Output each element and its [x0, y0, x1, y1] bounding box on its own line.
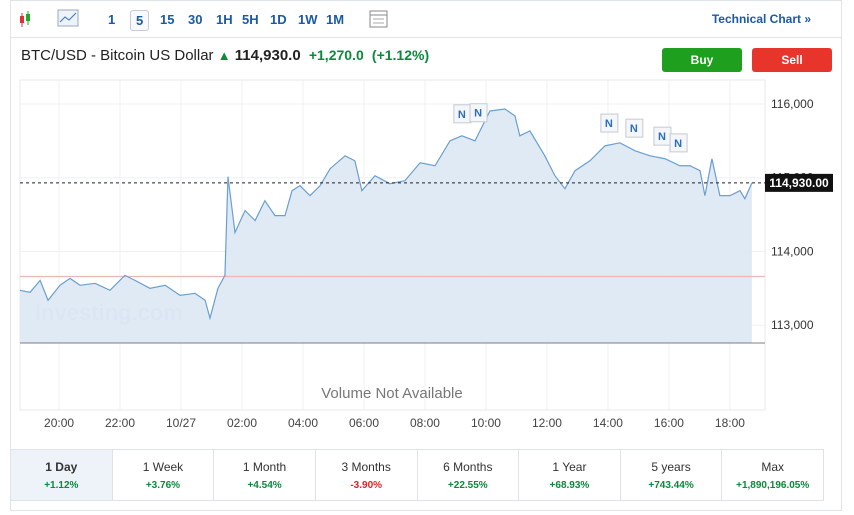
period-change: +4.54%: [247, 480, 282, 491]
toolbar: 1 5 15 30 1H 5H 1D 1W 1M Technical Chart »: [11, 1, 841, 38]
chart-type-icons[interactable]: [17, 1, 57, 37]
period-change: +1.12%: [44, 480, 79, 491]
up-arrow: ▲: [217, 48, 231, 63]
period-label: 6 Months: [443, 460, 493, 474]
performance-cell[interactable]: 1 Week +3.76%: [113, 450, 215, 500]
change-pct: (+1.12%): [371, 47, 430, 63]
performance-cell[interactable]: Max +1,890,196.05%: [722, 450, 823, 500]
news-marker: [669, 133, 688, 153]
period-change: +22.55%: [447, 480, 488, 491]
technical-chart-link[interactable]: Technical Chart »: [711, 12, 811, 26]
performance-cell[interactable]: 5 years +743.44%: [621, 450, 723, 500]
interval-button[interactable]: 1: [108, 12, 116, 27]
widget: 1 5 15 30 1H 5H 1D 1W 1M Technical Chart » BTC/U…: [10, 0, 842, 511]
period-change: +743.44%: [648, 480, 694, 491]
interval-button[interactable]: 5H: [242, 12, 259, 27]
y-tick-label: 116,000: [771, 97, 814, 111]
plot-border: [19, 79, 766, 411]
area-fill: [20, 108, 752, 343]
x-tick-label: 12:00: [532, 416, 562, 430]
x-tick-label: 18:00: [715, 416, 745, 430]
last-price-box: [765, 173, 833, 192]
volume-note: Volume Not Available: [321, 385, 462, 402]
period-label: 1 Month: [242, 460, 287, 474]
period-label: 1 Day: [45, 460, 78, 474]
x-tick-label: 14:00: [593, 416, 623, 430]
period-label: 3 Months: [341, 460, 391, 474]
interval-button[interactable]: 1H: [216, 12, 233, 27]
period-change: -3.90%: [350, 480, 383, 491]
x-tick-label: 22:00: [105, 416, 135, 430]
period-label: 1 Year: [552, 460, 587, 474]
news-marker: [625, 118, 644, 138]
symbol: BTC/USD - Bitcoin US Dollar: [21, 47, 214, 64]
news-marker: [469, 103, 488, 123]
change: +1,270.0: [308, 47, 364, 63]
news-marker: [600, 113, 619, 133]
period-label: Max: [761, 460, 785, 474]
x-tick-label: 16:00: [654, 416, 684, 430]
x-tick-label: 10/27: [166, 416, 196, 430]
buy-button[interactable]: Buy: [662, 48, 742, 72]
x-tick-label: 10:00: [471, 416, 501, 430]
news-marker-label: N: [630, 123, 638, 135]
x-tick-label: 08:00: [410, 416, 440, 430]
interval-button[interactable]: 1M: [326, 12, 345, 27]
x-tick-label: 20:00: [44, 416, 74, 430]
price-line: [19, 108, 753, 321]
performance-cell[interactable]: 1 Month +4.54%: [214, 450, 316, 500]
x-tick-label: 04:00: [288, 416, 318, 430]
quote-header: BTC/USD - Bitcoin US Dollar ▲ 114,930.0 …: [21, 47, 429, 64]
y-tick-label: 113,000: [771, 318, 814, 332]
last-price-label: 114,930.00: [769, 176, 829, 190]
news-marker-label: N: [658, 131, 666, 143]
performance-cell[interactable]: 3 Months -3.90%: [316, 450, 418, 500]
interval-button[interactable]: 30: [188, 12, 203, 27]
period-change: +3.76%: [145, 480, 181, 491]
interval-button[interactable]: 1W: [298, 12, 318, 27]
interval-button[interactable]: 15: [160, 12, 175, 27]
area-icon[interactable]: [56, 1, 86, 37]
x-tick-label: 02:00: [227, 416, 257, 430]
performance-cell[interactable]: 1 Year +68.93%: [519, 450, 621, 500]
interval-button[interactable]: 1D: [270, 12, 287, 27]
news-marker-label: N: [674, 138, 682, 150]
interval-button[interactable]: 5: [130, 10, 150, 31]
performance-table: 1 Day +1.12% 1 Week +3.76% 1 Month +4.54% 3 Mo…: [10, 449, 824, 501]
news-marker-label: N: [474, 108, 482, 120]
period-change: +1,890,196.05%: [736, 480, 810, 491]
price: 114,930.0: [234, 47, 301, 64]
chart: 20:00 22:00 10/27 02:00 04:00 06:00 08:00 10:00…: [19, 79, 833, 430]
news-marker-label: N: [605, 118, 613, 130]
y-tick-label: 114,000: [771, 244, 814, 258]
period-label: 1 Week: [142, 460, 184, 474]
table-icon[interactable]: [368, 1, 392, 37]
sell-button[interactable]: Sell: [752, 48, 832, 72]
x-tick-label: 06:00: [349, 416, 379, 430]
period-label: 5 years: [651, 460, 691, 474]
news-marker-label: N: [458, 109, 466, 121]
performance-cell[interactable]: 1 Day +1.12%: [11, 450, 113, 500]
period-change: +68.93%: [549, 480, 590, 491]
performance-cell[interactable]: 6 Months +22.55%: [418, 450, 520, 500]
